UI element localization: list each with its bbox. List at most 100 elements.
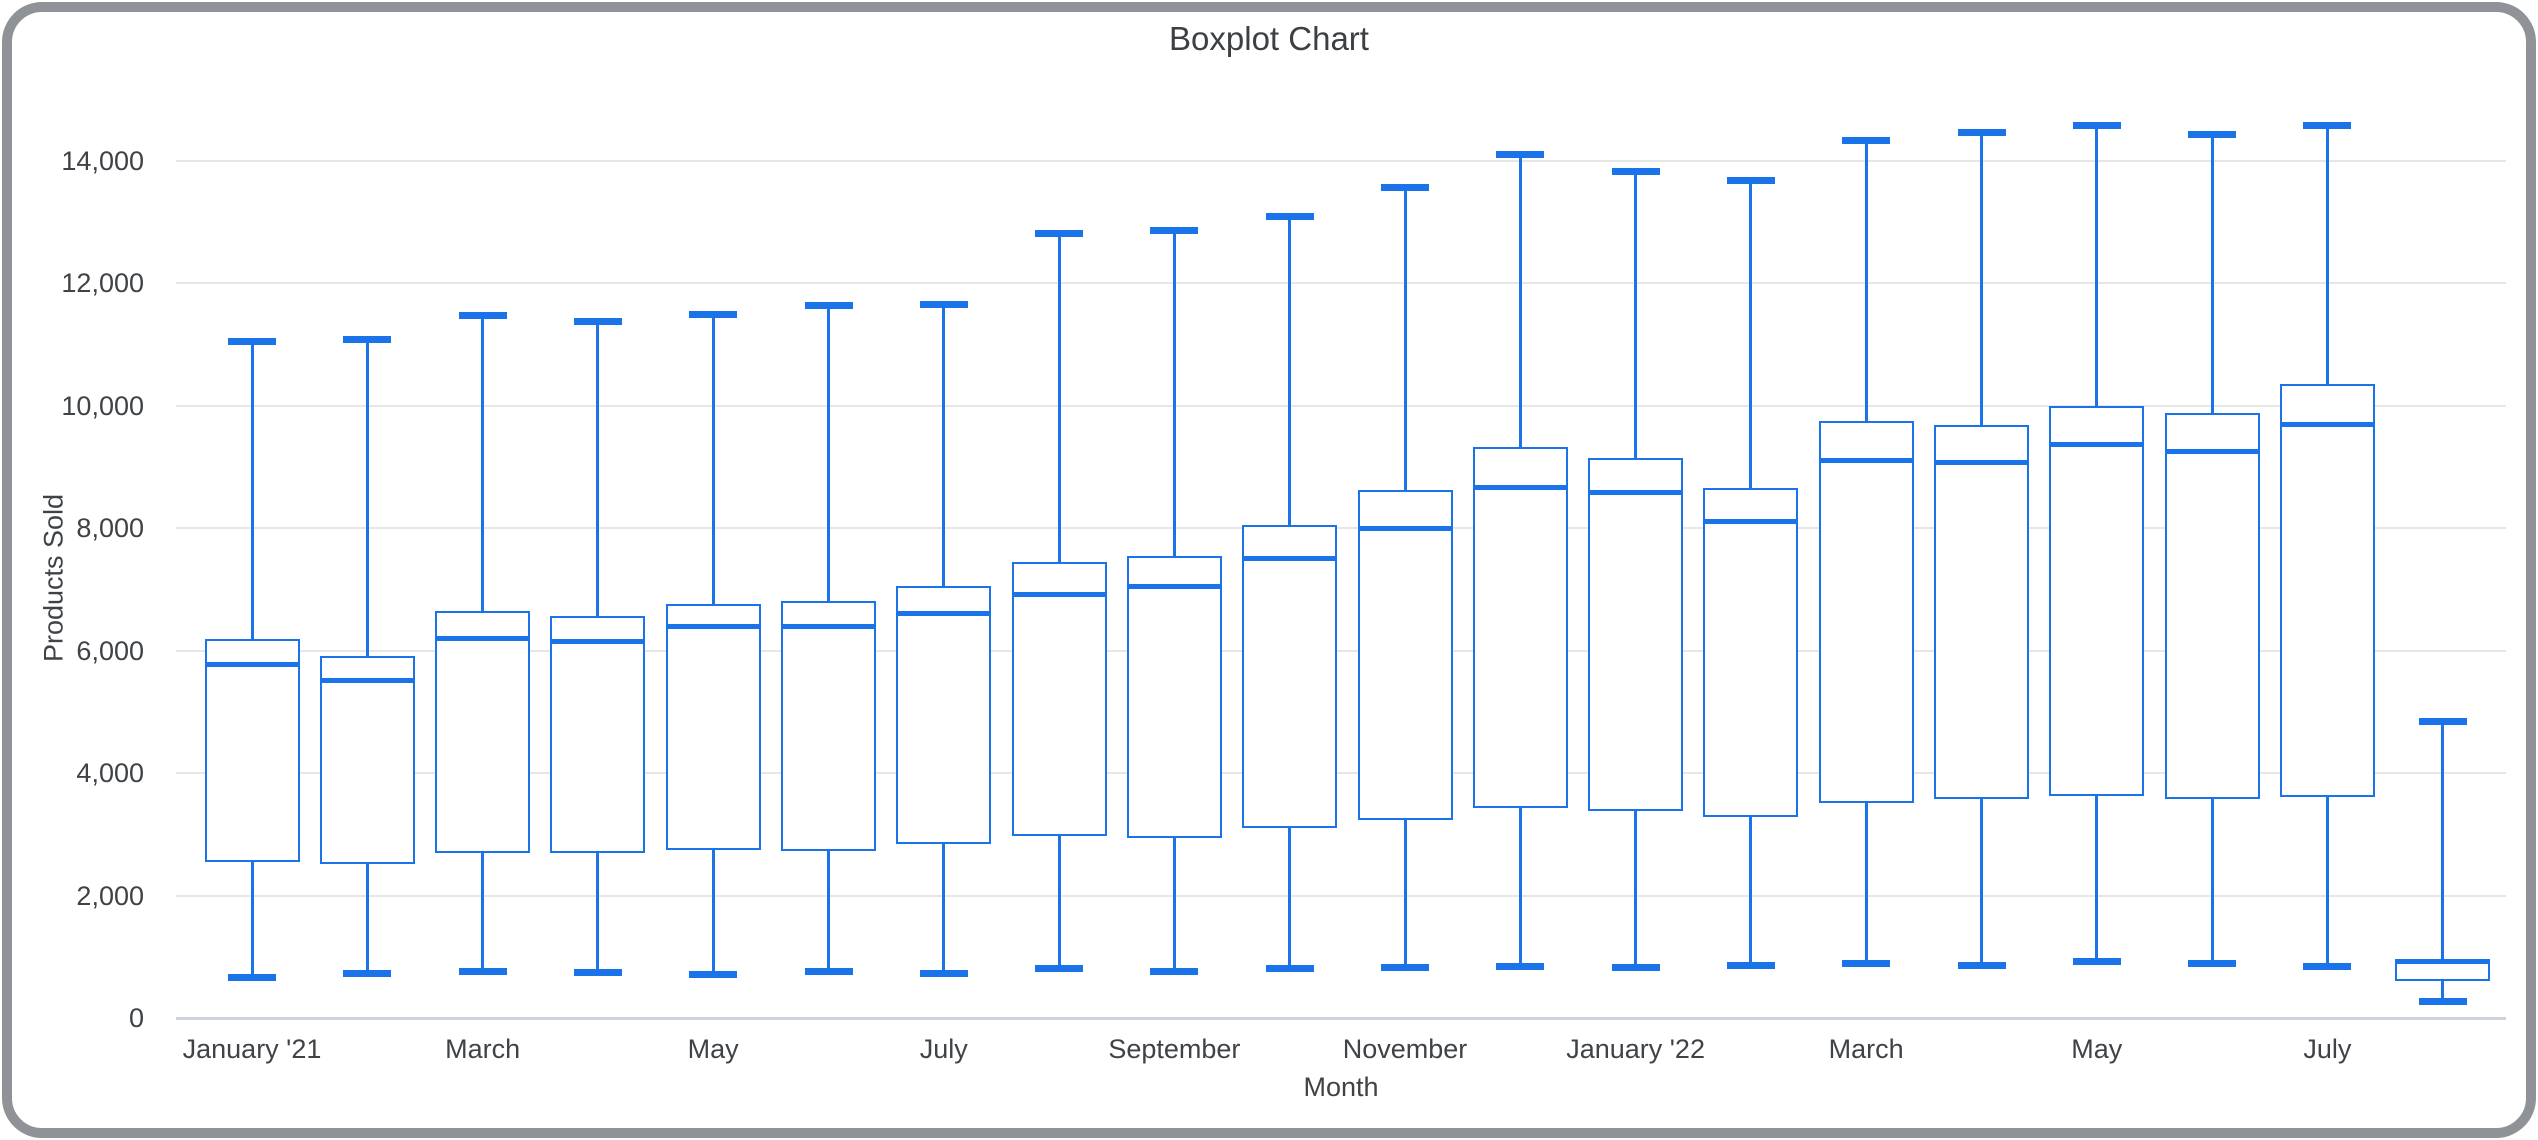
boxplot[interactable]: [1818, 421, 1914, 803]
boxplot[interactable]: [665, 604, 761, 850]
boxplot[interactable]: [896, 585, 992, 845]
y-tick-label: 8,000: [76, 513, 144, 544]
upper-whisker-cap: [1957, 129, 2006, 137]
boxplot[interactable]: [2279, 383, 2375, 798]
lower-whisker-cap: [1842, 960, 1891, 968]
boxplot[interactable]: [1126, 555, 1222, 838]
y-tick-label: 4,000: [76, 758, 144, 789]
upper-whisker-cap: [1496, 151, 1545, 159]
upper-whisker-cap: [1265, 212, 1314, 220]
x-tick-label: July: [919, 1034, 968, 1064]
lower-whisker-cap: [228, 973, 276, 981]
x-tick-label: November: [1342, 1034, 1468, 1064]
upper-whisker-cap: [343, 336, 392, 344]
median-line: [781, 623, 876, 629]
median-line: [1011, 591, 1107, 597]
upper-whisker-cap: [458, 311, 507, 319]
median-line: [319, 677, 415, 683]
lower-whisker-cap: [343, 970, 392, 978]
x-axis-title: Month: [1303, 1072, 1379, 1102]
median-line: [1472, 484, 1568, 490]
upper-whisker-cap: [919, 300, 968, 308]
boxplot[interactable]: [1588, 457, 1684, 811]
gridline: [176, 649, 2506, 652]
upper-whisker-cap: [2418, 718, 2467, 726]
x-tick-label: July: [2303, 1034, 2352, 1064]
gridline: [176, 772, 2506, 775]
x-tick-label: March: [445, 1034, 521, 1064]
median-line: [1703, 519, 1799, 524]
lower-whisker-cap: [2188, 960, 2237, 968]
median-line: [204, 661, 300, 667]
lower-whisker-cap: [1496, 962, 1545, 970]
median-line: [1357, 526, 1453, 532]
lower-whisker-cap: [2072, 957, 2121, 965]
median-line: [1818, 458, 1914, 464]
median-line: [896, 610, 992, 616]
lower-whisker-cap: [573, 969, 622, 977]
median-line: [2395, 958, 2491, 964]
median-line: [1588, 489, 1684, 495]
upper-whisker-cap: [1150, 227, 1199, 235]
upper-whisker-cap: [2072, 122, 2121, 130]
y-tick-label: 12,000: [61, 268, 144, 299]
lower-whisker-cap: [1611, 963, 1660, 971]
median-line: [550, 639, 646, 645]
upper-whisker-cap: [2303, 121, 2352, 129]
boxplot[interactable]: [1357, 490, 1453, 820]
boxplot[interactable]: [1242, 525, 1338, 829]
median-line: [1242, 556, 1338, 562]
whisker-stem: [2441, 721, 2445, 1002]
y-tick-label: 10,000: [61, 390, 144, 421]
boxplot[interactable]: [550, 615, 646, 853]
boxplot[interactable]: [2049, 406, 2145, 796]
lower-whisker-cap: [1957, 962, 2006, 970]
boxplot[interactable]: [319, 655, 415, 864]
lower-whisker-cap: [689, 970, 738, 978]
boxplot[interactable]: [1472, 446, 1568, 808]
x-tick-label: March: [1828, 1034, 1904, 1064]
upper-whisker-cap: [573, 317, 622, 325]
x-tick-label: September: [1108, 1034, 1241, 1064]
lower-whisker-cap: [1265, 964, 1314, 972]
y-tick-label: 2,000: [76, 880, 144, 911]
lower-whisker-cap: [1035, 964, 1084, 972]
median-line: [2049, 441, 2145, 447]
y-tick-label: 14,000: [61, 145, 144, 176]
x-tick-label: May: [687, 1034, 739, 1064]
upper-whisker-cap: [1726, 176, 1775, 184]
x-tick-label: January '21: [182, 1034, 322, 1064]
upper-whisker-cap: [228, 337, 276, 345]
median-line: [2164, 449, 2260, 455]
upper-whisker-cap: [1381, 183, 1429, 191]
lower-whisker-cap: [1726, 962, 1775, 970]
lower-whisker-cap: [1381, 963, 1429, 971]
upper-whisker-cap: [1842, 136, 1891, 144]
upper-whisker-cap: [1035, 230, 1084, 238]
gridline: [176, 404, 2506, 407]
y-axis-title: Products Sold: [38, 493, 69, 663]
lower-whisker-cap: [1150, 968, 1199, 976]
boxplot[interactable]: [1703, 487, 1799, 817]
median-line: [435, 636, 531, 641]
boxplot[interactable]: [1934, 425, 2029, 799]
boxplot[interactable]: [781, 601, 876, 852]
median-line: [665, 624, 761, 630]
chart-title: Boxplot Chart: [1169, 20, 1369, 57]
lower-whisker-cap: [2418, 998, 2467, 1006]
median-line: [2279, 421, 2375, 427]
lower-whisker-cap: [458, 968, 507, 976]
boxplot[interactable]: [1011, 561, 1107, 836]
y-tick-label: 0: [128, 1003, 144, 1034]
gridline: [176, 527, 2506, 530]
boxplot[interactable]: [204, 638, 300, 863]
boxplot[interactable]: [435, 610, 531, 853]
x-tick-label: May: [2071, 1034, 2123, 1064]
lower-whisker-cap: [919, 970, 968, 978]
x-tick-label: January '22: [1566, 1034, 1705, 1064]
gridline: [176, 282, 2506, 285]
lower-whisker-cap: [804, 968, 853, 976]
boxplot[interactable]: [2164, 413, 2260, 799]
